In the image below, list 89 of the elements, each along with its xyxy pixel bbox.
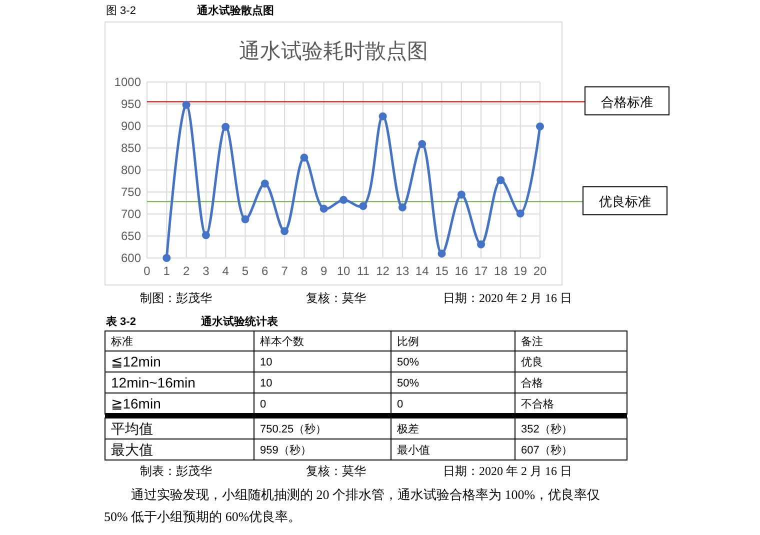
text: 50% [397,356,420,368]
point [398,203,406,212]
x-tick-label: 9 [320,264,328,278]
point [359,202,368,210]
point [162,254,171,262]
y-tick-label: 750 [120,185,142,200]
point [477,240,486,248]
text: 959（秒） [260,444,312,456]
text: 平均值 [111,420,153,436]
y-tick-label: 600 [120,251,142,266]
x-tick-label: 6 [262,264,269,278]
text: 样本个数 [260,336,304,348]
x-tick-label: 2 [182,264,190,278]
x-tick-label: 19 [514,264,528,278]
text: 优良 [521,356,543,368]
x-tick-label: 18 [494,264,508,278]
text: 352（秒） [521,423,572,436]
text: 50% 低于小组预期的 60%优良率。 [104,509,302,524]
point [280,227,289,236]
x-tick-label: 3 [202,264,210,278]
y-tick-label: 1000 [114,75,142,90]
x-tick-label: 10 [336,264,350,278]
x-tick-label: 8 [300,264,308,278]
text: 制表：彭茂华 [140,464,212,478]
text: 通水试验统计表 [200,315,279,328]
text: 607（秒） [521,444,572,456]
x-tick-label: 0 [144,264,151,278]
y-tick-label: 700 [120,207,142,222]
point [536,122,544,130]
point [438,250,446,258]
point [340,196,348,204]
ref-line-label: 优良标准 [599,194,651,210]
x-tick-label: 13 [396,264,410,278]
y-tick-label: 950 [120,97,142,112]
text: 最大值 [111,441,153,458]
point [516,210,524,218]
caption: 图 3-2 [106,5,136,17]
text: 合格 [521,377,543,390]
ref-line-label: 合格标准 [601,94,653,110]
point [300,154,308,162]
text: 比例 [397,336,419,348]
x-tick-label: 11 [356,264,370,278]
point [182,100,190,109]
y-tick-label: 650 [120,229,142,244]
text: 复核：莫华 [306,291,366,305]
y-tick-label: 800 [120,163,142,178]
point [496,176,505,184]
x-tick-label: 16 [454,264,468,278]
x-tick-label: 5 [242,264,249,278]
text: 12min~16min [111,374,196,390]
x-tick-label: 1 [163,264,170,278]
text: 750.25（秒） [260,423,327,436]
text: 0 [397,398,404,410]
text: 10 [260,377,272,390]
point [418,140,426,148]
x-tick-label: 12 [376,264,390,278]
x-tick-label: 17 [474,264,488,278]
y-tick-label: 900 [120,119,142,134]
text: 日期：2020 年 2 月 16 日 [443,291,572,305]
text: 备注 [521,336,543,348]
text: ≧16min [111,395,161,412]
x-tick-label: 20 [533,264,547,278]
text: 极差 [397,423,419,436]
x-tick-label: 15 [435,264,449,278]
text: 不合格 [521,398,554,410]
text: ≦12min [111,353,161,370]
text: 最小值 [397,444,430,456]
x-tick-label: 7 [281,264,288,278]
text: 通过实验发现，小组随机抽测的 20 个排水管，通水试验合格率为 100%，优良率仅 [131,487,600,502]
x-tick-label: 14 [415,264,430,278]
text: 复核：莫华 [306,464,366,478]
point [378,112,387,120]
point [202,231,210,240]
text: 制图：彭茂华 [140,291,212,305]
text: 日期：2020 年 2 月 16 日 [443,464,572,478]
text: 10 [260,356,272,368]
text: 通水试验散点图 [196,4,274,17]
point [320,204,328,213]
text: 标准 [111,336,133,348]
text: 0 [260,398,266,410]
chart-title: 通水试验耗时散点图 [239,40,428,63]
point [457,190,466,199]
point [260,180,269,188]
text: 50% [397,377,420,390]
y-tick-label: 850 [120,141,142,156]
text: 表 3-2 [105,315,136,328]
point [241,215,250,224]
x-tick-label: 4 [222,264,230,278]
point [222,122,230,131]
